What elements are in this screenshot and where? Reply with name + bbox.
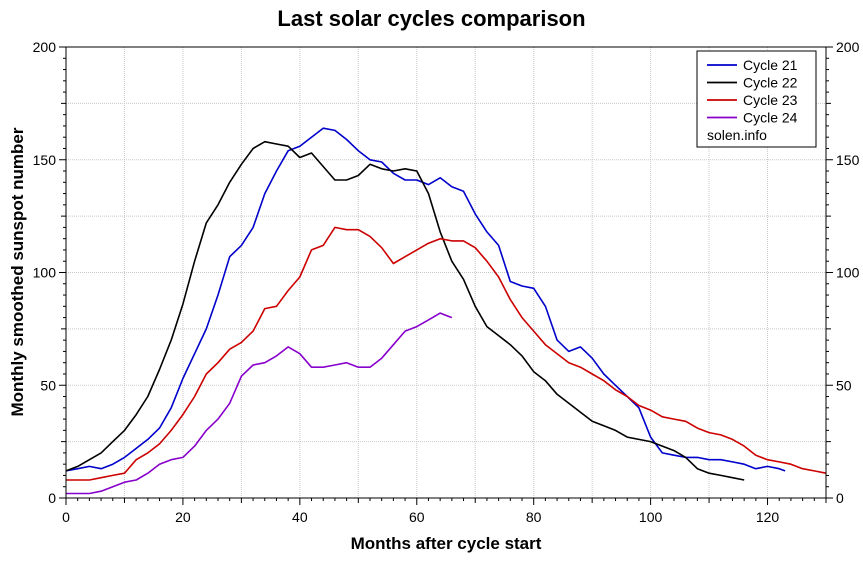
legend-note: solen.info [707, 127, 767, 143]
series-group [65, 127, 827, 495]
y-tick-label-left: 200 [33, 39, 57, 55]
y-tick-label-left: 150 [33, 152, 57, 168]
x-axis-label: Months after cycle start [350, 534, 542, 553]
legend-label-1: Cycle 21 [743, 57, 798, 73]
y-tick-label-right: 50 [836, 377, 852, 393]
chart-title: Last solar cycles comparison [277, 6, 586, 31]
legend-label-2: Cycle 22 [743, 75, 798, 91]
legend-label-3: Cycle 23 [743, 92, 798, 108]
x-tick-label: 60 [409, 509, 425, 525]
series-line-2 [65, 140, 745, 481]
series-line-1 [65, 127, 786, 472]
legend-label-4: Cycle 24 [743, 110, 798, 126]
y-tick-label-right: 200 [836, 39, 860, 55]
y-tick-label-right: 100 [836, 265, 860, 281]
series-line-3 [66, 226, 827, 481]
series-line-4 [66, 312, 453, 495]
y-tick-label-left: 0 [48, 490, 56, 506]
grid [66, 47, 826, 498]
legend-box [696, 50, 817, 148]
y-tick-label-right: 0 [836, 490, 844, 506]
x-tick-label: 120 [756, 509, 780, 525]
y-tick-label-right: 150 [836, 152, 860, 168]
x-tick-label: 80 [526, 509, 542, 525]
x-tick-label: 0 [62, 509, 70, 525]
x-tick-label: 40 [292, 509, 308, 525]
y-tick-label-left: 100 [33, 265, 57, 281]
y-tick-label-left: 50 [40, 377, 56, 393]
x-tick-label: 100 [639, 509, 663, 525]
x-tick-label: 20 [175, 509, 191, 525]
